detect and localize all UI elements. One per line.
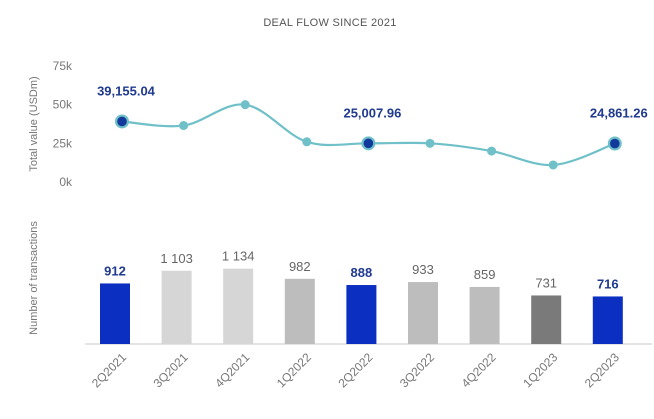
bar-value-label: 888 bbox=[351, 265, 373, 280]
bar-value-label: 912 bbox=[104, 263, 126, 278]
line-point-highlight bbox=[610, 138, 620, 149]
line-series bbox=[115, 100, 622, 170]
bar bbox=[161, 270, 192, 344]
bar-series bbox=[100, 268, 623, 344]
bar bbox=[531, 295, 562, 344]
line-point bbox=[302, 137, 312, 147]
x-tick-label: 2Q2021 bbox=[89, 350, 129, 390]
x-axis-ticks: 2Q2021 3Q2021 4Q2021 1Q2022 2Q2022 3Q2022 4Q20… bbox=[89, 350, 622, 390]
bar bbox=[284, 278, 315, 344]
bar-value-label: 859 bbox=[474, 267, 496, 282]
line-data-label: 25,007.96 bbox=[343, 105, 401, 120]
line-data-label: 24,861.26 bbox=[590, 106, 648, 121]
bar-value-label: 716 bbox=[597, 276, 619, 291]
bar-value-label: 1 134 bbox=[222, 249, 255, 264]
line-y-ticks: 75k 50k 25k 0k bbox=[53, 59, 73, 189]
x-tick-label: 3Q2022 bbox=[397, 350, 437, 390]
line-point-highlight bbox=[117, 116, 127, 127]
x-tick-label: 3Q2021 bbox=[151, 350, 191, 390]
x-tick-label: 1Q2023 bbox=[520, 350, 560, 390]
bar-value-labels: 912 1 103 1 134 982 888 933 859 731 716 bbox=[104, 249, 619, 292]
bar bbox=[469, 286, 500, 344]
x-tick-label: 2Q2022 bbox=[335, 350, 375, 390]
x-tick-label: 4Q2022 bbox=[459, 350, 499, 390]
line-point bbox=[179, 121, 189, 131]
line-y-tick-label: 75k bbox=[53, 59, 73, 73]
bar bbox=[346, 285, 377, 344]
chart-title: DEAL FLOW SINCE 2021 bbox=[263, 17, 396, 29]
bar bbox=[408, 282, 438, 344]
line-point bbox=[240, 100, 250, 110]
x-tick-label: 4Q2021 bbox=[212, 350, 252, 390]
bar bbox=[100, 283, 130, 344]
bar-value-label: 982 bbox=[289, 259, 311, 274]
line-data-labels: 39,155.04 25,007.96 24,861.26 bbox=[97, 83, 648, 120]
bar-value-label: 731 bbox=[535, 275, 557, 290]
line-y-axis-title: Total value (USDm) bbox=[28, 76, 40, 171]
bar-y-axis-title: Number of transactions bbox=[28, 221, 40, 335]
line-data-label: 39,155.04 bbox=[97, 83, 156, 98]
line-y-tick-label: 0k bbox=[59, 175, 73, 189]
line-point bbox=[548, 160, 558, 170]
x-tick-label: 2Q2023 bbox=[582, 350, 622, 390]
line-point bbox=[425, 138, 435, 148]
bar bbox=[223, 268, 254, 344]
line-point-highlight bbox=[363, 138, 374, 149]
bar-value-label: 1 103 bbox=[160, 251, 193, 266]
bar bbox=[592, 296, 623, 344]
line-y-tick-label: 50k bbox=[53, 98, 73, 112]
bar-value-label: 933 bbox=[412, 262, 434, 277]
x-tick-label: 1Q2022 bbox=[274, 350, 314, 390]
line-point bbox=[487, 146, 497, 156]
line-y-tick-label: 25k bbox=[53, 136, 73, 150]
